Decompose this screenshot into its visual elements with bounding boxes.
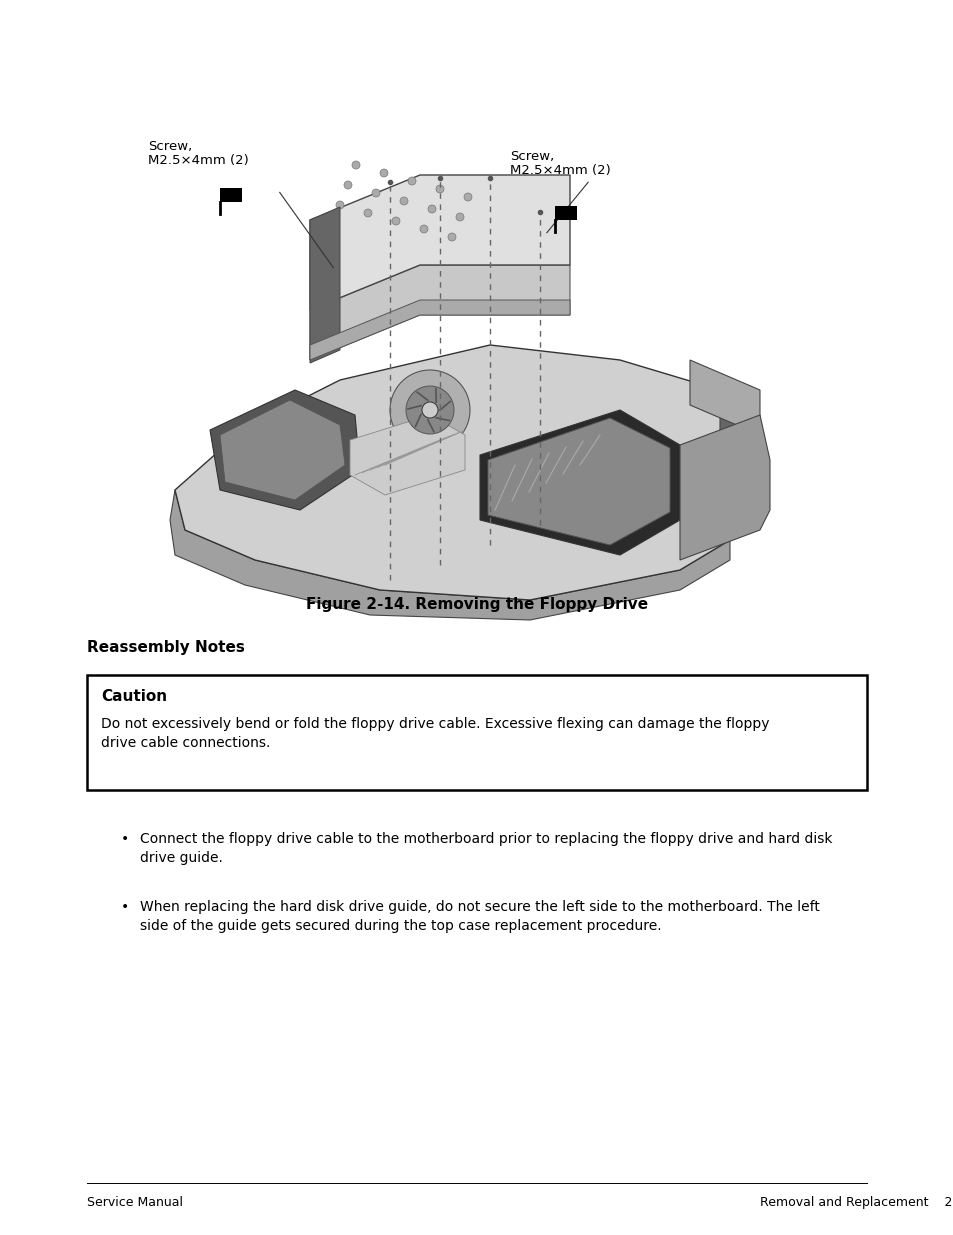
Circle shape — [344, 182, 352, 189]
Text: M2.5×4mm (2): M2.5×4mm (2) — [148, 154, 249, 167]
Polygon shape — [350, 415, 464, 495]
Circle shape — [419, 225, 428, 233]
Polygon shape — [310, 175, 569, 310]
Text: Connect the floppy drive cable to the motherboard prior to replacing the floppy : Connect the floppy drive cable to the mo… — [140, 832, 832, 864]
Circle shape — [379, 169, 388, 177]
Circle shape — [372, 189, 379, 198]
Text: •: • — [121, 832, 129, 846]
Text: Screw,: Screw, — [148, 140, 193, 153]
Circle shape — [448, 233, 456, 241]
Polygon shape — [310, 266, 569, 359]
Text: Reassembly Notes: Reassembly Notes — [87, 640, 245, 655]
Polygon shape — [170, 490, 729, 620]
Polygon shape — [210, 390, 359, 510]
Polygon shape — [488, 417, 669, 545]
Polygon shape — [679, 415, 769, 559]
Polygon shape — [310, 207, 339, 363]
Circle shape — [364, 209, 372, 217]
Text: •: • — [121, 900, 129, 914]
Polygon shape — [310, 300, 569, 359]
Circle shape — [408, 177, 416, 185]
Text: Do not excessively bend or fold the floppy drive cable. Excessive flexing can da: Do not excessively bend or fold the flop… — [101, 718, 769, 750]
Polygon shape — [479, 410, 679, 555]
Text: Screw,: Screw, — [510, 149, 554, 163]
Circle shape — [436, 185, 443, 193]
Circle shape — [352, 161, 359, 169]
Circle shape — [456, 212, 463, 221]
Circle shape — [463, 193, 472, 201]
Text: Figure 2-14. Removing the Floppy Drive: Figure 2-14. Removing the Floppy Drive — [306, 597, 647, 613]
Circle shape — [335, 201, 344, 209]
Circle shape — [392, 217, 399, 225]
Polygon shape — [220, 400, 345, 500]
Text: Removal and Replacement    2-23: Removal and Replacement 2-23 — [760, 1195, 953, 1209]
Circle shape — [390, 370, 470, 450]
Bar — [555, 206, 577, 220]
Bar — [220, 188, 242, 203]
Polygon shape — [720, 390, 760, 490]
Polygon shape — [174, 345, 760, 600]
Text: When replacing the hard disk drive guide, do not secure the left side to the mot: When replacing the hard disk drive guide… — [140, 900, 819, 932]
Circle shape — [421, 403, 437, 417]
Bar — [87, 676, 866, 790]
Circle shape — [406, 387, 454, 433]
Circle shape — [428, 205, 436, 212]
Polygon shape — [689, 359, 760, 435]
Text: Caution: Caution — [101, 689, 167, 704]
Text: M2.5×4mm (2): M2.5×4mm (2) — [510, 164, 610, 177]
Text: Service Manual: Service Manual — [87, 1195, 183, 1209]
Circle shape — [399, 198, 408, 205]
